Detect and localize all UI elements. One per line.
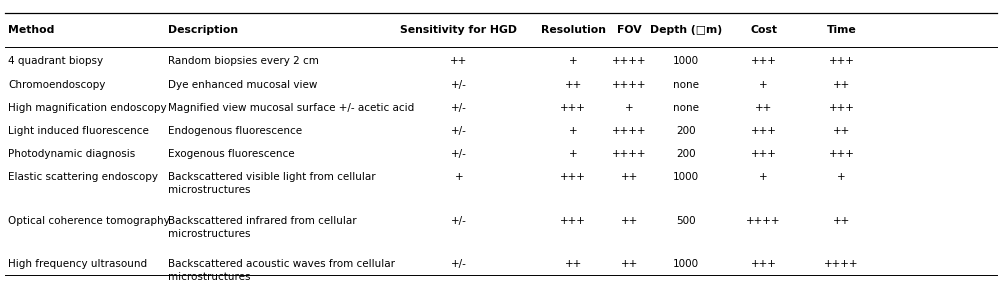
Text: +++: +++ [829,149,855,159]
Text: 1000: 1000 [673,56,699,66]
Text: Random biopsies every 2 cm: Random biopsies every 2 cm [168,56,320,66]
Text: ++++: ++++ [612,126,646,136]
Text: +/-: +/- [451,80,467,89]
Text: FOV: FOV [617,25,641,35]
Text: 4 quadrant biopsy: 4 quadrant biopsy [8,56,103,66]
Text: +/-: +/- [451,149,467,159]
Text: +: + [760,80,768,89]
Text: Resolution: Resolution [541,25,605,35]
Text: ++++: ++++ [612,149,646,159]
Text: +++: +++ [560,216,586,226]
Text: Depth (□m): Depth (□m) [650,25,722,35]
Text: Photodynamic diagnosis: Photodynamic diagnosis [8,149,135,159]
Text: +++: +++ [829,103,855,113]
Text: Method: Method [8,25,54,35]
Text: +: + [625,103,633,113]
Text: Backscattered visible light from cellular
microstructures: Backscattered visible light from cellula… [168,172,376,195]
Text: Chromoendoscopy: Chromoendoscopy [8,80,105,89]
Text: ++: ++ [833,126,851,136]
Text: Magnified view mucosal surface +/- acetic acid: Magnified view mucosal surface +/- aceti… [168,103,415,113]
Text: +++: +++ [560,172,586,182]
Text: ++++: ++++ [825,259,859,269]
Text: +++: +++ [750,259,777,269]
Text: none: none [673,103,699,113]
Text: 1000: 1000 [673,259,699,269]
Text: +++: +++ [829,56,855,66]
Text: ++: ++ [833,216,851,226]
Text: ++: ++ [833,80,851,89]
Text: Dye enhanced mucosal view: Dye enhanced mucosal view [168,80,318,89]
Text: Exogenous fluorescence: Exogenous fluorescence [168,149,295,159]
Text: 1000: 1000 [673,172,699,182]
Text: 200: 200 [676,149,696,159]
Text: Cost: Cost [750,25,777,35]
Text: ++: ++ [450,56,468,66]
Text: Backscattered infrared from cellular
microstructures: Backscattered infrared from cellular mic… [168,216,357,239]
Text: Sensitivity for HGD: Sensitivity for HGD [401,25,517,35]
Text: Time: Time [827,25,857,35]
Text: Light induced fluorescence: Light induced fluorescence [8,126,149,136]
Text: ++: ++ [564,259,582,269]
Text: High magnification endoscopy: High magnification endoscopy [8,103,166,113]
Text: ++: ++ [564,80,582,89]
Text: ++: ++ [620,259,638,269]
Text: 200: 200 [676,126,696,136]
Text: +: + [838,172,846,182]
Text: Optical coherence tomography: Optical coherence tomography [8,216,169,226]
Text: +: + [569,149,577,159]
Text: Endogenous fluorescence: Endogenous fluorescence [168,126,303,136]
Text: +: + [569,56,577,66]
Text: ++: ++ [620,172,638,182]
Text: +/-: +/- [451,103,467,113]
Text: High frequency ultrasound: High frequency ultrasound [8,259,147,269]
Text: +: + [569,126,577,136]
Text: +++: +++ [750,149,777,159]
Text: ++++: ++++ [746,216,781,226]
Text: +/-: +/- [451,259,467,269]
Text: ++: ++ [755,103,773,113]
Text: +: + [455,172,463,182]
Text: Elastic scattering endoscopy: Elastic scattering endoscopy [8,172,158,182]
Text: Backscattered acoustic waves from cellular
microstructures: Backscattered acoustic waves from cellul… [168,259,396,282]
Text: ++: ++ [620,216,638,226]
Text: 500: 500 [676,216,696,226]
Text: +++: +++ [750,126,777,136]
Text: +++: +++ [560,103,586,113]
Text: +/-: +/- [451,216,467,226]
Text: +/-: +/- [451,126,467,136]
Text: +: + [760,172,768,182]
Text: +++: +++ [750,56,777,66]
Text: ++++: ++++ [612,56,646,66]
Text: ++++: ++++ [612,80,646,89]
Text: Description: Description [168,25,238,35]
Text: none: none [673,80,699,89]
